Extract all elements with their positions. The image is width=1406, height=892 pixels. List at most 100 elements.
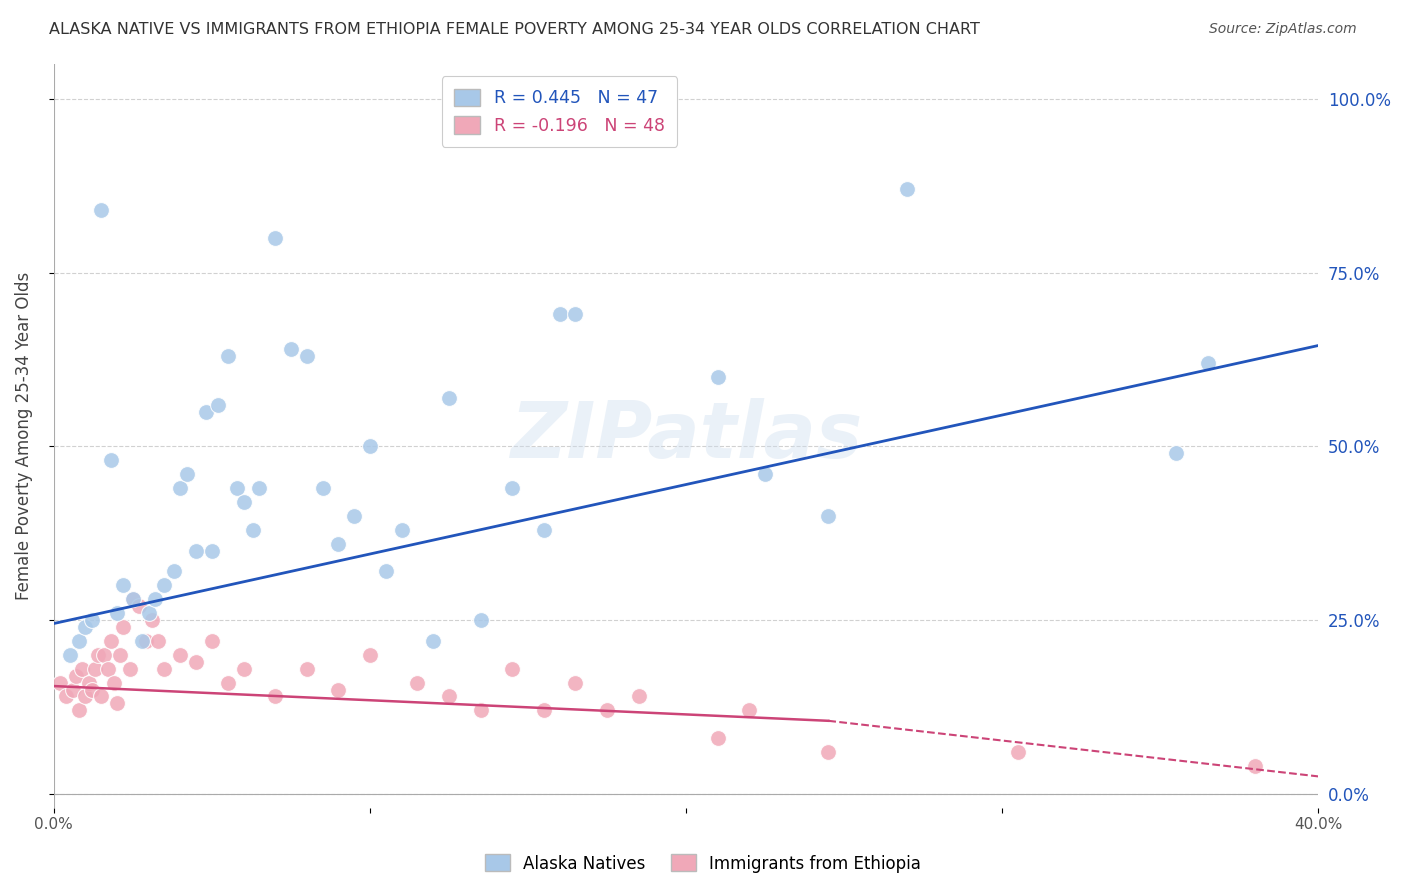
- Point: [328, 682, 350, 697]
- Point: [280, 342, 302, 356]
- Point: [201, 543, 224, 558]
- Point: [406, 675, 429, 690]
- Point: [138, 606, 160, 620]
- Point: [105, 606, 128, 620]
- Point: [627, 690, 650, 704]
- Point: [75, 690, 97, 704]
- Point: [1164, 446, 1187, 460]
- Point: [295, 349, 318, 363]
- Point: [141, 613, 163, 627]
- Point: [359, 648, 381, 662]
- Point: [87, 648, 110, 662]
- Point: [84, 662, 107, 676]
- Point: [67, 703, 90, 717]
- Point: [232, 495, 254, 509]
- Point: [817, 745, 839, 759]
- Point: [67, 633, 90, 648]
- Point: [72, 662, 94, 676]
- Point: [501, 481, 523, 495]
- Point: [121, 592, 143, 607]
- Legend: Alaska Natives, Immigrants from Ethiopia: Alaska Natives, Immigrants from Ethiopia: [478, 847, 928, 880]
- Point: [738, 703, 761, 717]
- Point: [817, 508, 839, 523]
- Point: [896, 182, 918, 196]
- Point: [706, 369, 728, 384]
- Text: ZIPatlas: ZIPatlas: [510, 398, 862, 474]
- Point: [146, 633, 169, 648]
- Point: [343, 508, 366, 523]
- Point: [131, 633, 153, 648]
- Point: [242, 523, 264, 537]
- Point: [77, 675, 100, 690]
- Point: [105, 697, 128, 711]
- Point: [754, 467, 776, 481]
- Point: [596, 703, 619, 717]
- Point: [359, 439, 381, 453]
- Point: [501, 662, 523, 676]
- Point: [533, 703, 555, 717]
- Point: [80, 682, 103, 697]
- Point: [548, 307, 571, 321]
- Point: [1244, 759, 1267, 773]
- Point: [153, 578, 176, 592]
- Point: [184, 543, 207, 558]
- Point: [470, 703, 492, 717]
- Point: [311, 481, 333, 495]
- Point: [217, 349, 239, 363]
- Point: [706, 731, 728, 746]
- Point: [564, 675, 586, 690]
- Point: [194, 404, 217, 418]
- Text: Source: ZipAtlas.com: Source: ZipAtlas.com: [1209, 22, 1357, 37]
- Point: [232, 662, 254, 676]
- Point: [65, 668, 87, 682]
- Point: [391, 523, 413, 537]
- Point: [169, 481, 191, 495]
- Point: [163, 565, 186, 579]
- Point: [1007, 745, 1029, 759]
- Point: [1197, 356, 1219, 370]
- Point: [134, 633, 156, 648]
- Point: [75, 620, 97, 634]
- Point: [90, 690, 112, 704]
- Point: [110, 648, 132, 662]
- Point: [470, 613, 492, 627]
- Point: [112, 578, 135, 592]
- Point: [55, 690, 77, 704]
- Text: ALASKA NATIVE VS IMMIGRANTS FROM ETHIOPIA FEMALE POVERTY AMONG 25-34 YEAR OLDS C: ALASKA NATIVE VS IMMIGRANTS FROM ETHIOPI…: [49, 22, 980, 37]
- Point: [128, 599, 150, 614]
- Point: [217, 675, 239, 690]
- Point: [93, 648, 115, 662]
- Point: [264, 690, 287, 704]
- Y-axis label: Female Poverty Among 25-34 Year Olds: Female Poverty Among 25-34 Year Olds: [15, 272, 32, 600]
- Point: [437, 690, 460, 704]
- Point: [422, 633, 444, 648]
- Point: [59, 648, 82, 662]
- Point: [103, 675, 125, 690]
- Point: [62, 682, 84, 697]
- Point: [564, 307, 586, 321]
- Point: [437, 391, 460, 405]
- Legend: R = 0.445   N = 47, R = -0.196   N = 48: R = 0.445 N = 47, R = -0.196 N = 48: [441, 77, 678, 147]
- Point: [295, 662, 318, 676]
- Point: [49, 675, 72, 690]
- Point: [121, 592, 143, 607]
- Point: [264, 231, 287, 245]
- Point: [328, 536, 350, 550]
- Point: [112, 620, 135, 634]
- Point: [80, 613, 103, 627]
- Point: [374, 565, 396, 579]
- Point: [118, 662, 141, 676]
- Point: [143, 592, 166, 607]
- Point: [533, 523, 555, 537]
- Point: [100, 633, 122, 648]
- Point: [97, 662, 120, 676]
- Point: [247, 481, 270, 495]
- Point: [90, 202, 112, 217]
- Point: [100, 453, 122, 467]
- Point: [207, 398, 229, 412]
- Point: [201, 633, 224, 648]
- Point: [169, 648, 191, 662]
- Point: [176, 467, 198, 481]
- Point: [226, 481, 249, 495]
- Point: [184, 655, 207, 669]
